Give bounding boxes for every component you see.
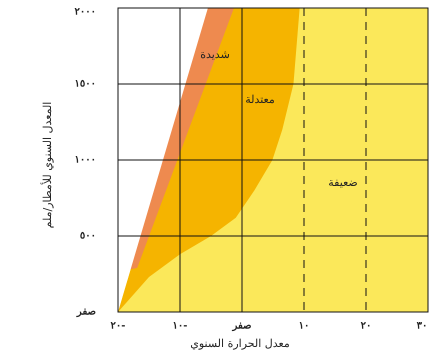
x-tick-label: ١٠ [299, 321, 310, 332]
x-tick-label: ٣٠ [417, 321, 428, 332]
y-tick-label: ٢٠٠٠ [75, 7, 96, 18]
x-tick-label: ٢٠- [111, 321, 126, 332]
region-label: معتدلة [245, 93, 275, 106]
y-tick-label: ٥٠٠ [80, 231, 96, 242]
x-tick-label: صفر [231, 321, 251, 332]
region-label: ضعيفة [328, 176, 357, 189]
y-axis-label: المعدل السنوي للأمطار/ملم [40, 102, 54, 229]
region-label: شديدة [200, 48, 230, 61]
y-tick-label: ١٥٠٠ [75, 79, 96, 90]
y-tick-label: ١٠٠٠ [75, 155, 96, 166]
y-tick-label: صفر [76, 307, 96, 318]
x-tick-label: ٢٠ [361, 321, 372, 332]
region [122, 8, 234, 271]
x-axis-label: معدل الحرارة السنوي [190, 337, 290, 350]
x-tick-label: ١٠- [173, 321, 188, 332]
plot-border [117, 7, 429, 313]
